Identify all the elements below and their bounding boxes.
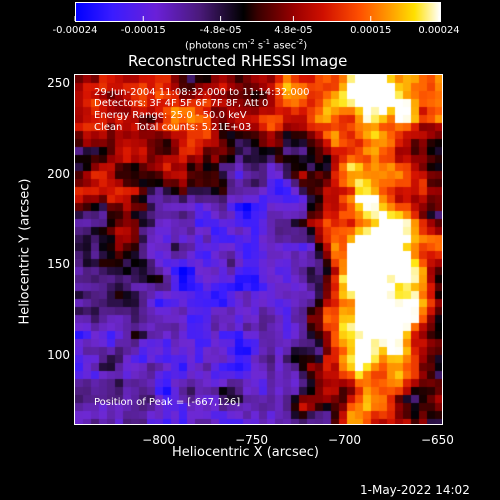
x-tick-label: −650 xyxy=(420,433,454,447)
chart-title: Reconstructed RHESSI Image xyxy=(128,52,348,70)
y-tick-label: 150 xyxy=(47,257,70,272)
x-tick-label: −800 xyxy=(142,433,176,447)
y-axis-label: Heliocentric Y (arcsec) xyxy=(17,178,33,325)
y-tick-label: 100 xyxy=(47,348,70,363)
heatmap-image xyxy=(75,75,443,425)
y-tick-label: 200 xyxy=(47,166,70,181)
x-tick-label: −700 xyxy=(328,433,361,447)
annotation-energy: Energy Range: 25.0 - 50.0 keV xyxy=(94,110,247,121)
colorbar-tick-label: 0.00024 xyxy=(418,25,460,36)
annotation-peak: Position of Peak = [-667,126] xyxy=(94,397,241,408)
annotation-method: Clean Total counts: 5.21E+03 xyxy=(94,122,252,133)
colorbar xyxy=(75,2,441,22)
y-tick-label: 250 xyxy=(47,76,70,91)
colorbar-ticks xyxy=(74,16,440,21)
x-tick-label: −750 xyxy=(235,433,269,447)
footer-date: 1-May-2022 14:02 xyxy=(360,483,470,497)
colorbar-tick-label: 4.8e-05 xyxy=(274,25,313,36)
x-axis-label: Heliocentric X (arcsec) xyxy=(172,445,319,460)
colorbar-tick-label: -0.00015 xyxy=(120,25,166,36)
colorbar-unit-label: (photons cm-2 s-1 asec-2) xyxy=(185,38,308,52)
annotation-detectors: Detectors: 3F 4F 5F 6F 7F 8F, Att 0 xyxy=(94,98,269,109)
colorbar-tick-label: -4.8e-05 xyxy=(199,25,242,36)
annotation-time: 29-Jun-2004 11:08:32.000 to 11:14:32.000 xyxy=(94,87,310,98)
colorbar-tick-label: -0.00024 xyxy=(52,25,98,36)
colorbar-tick-label: 0.00015 xyxy=(350,25,392,36)
